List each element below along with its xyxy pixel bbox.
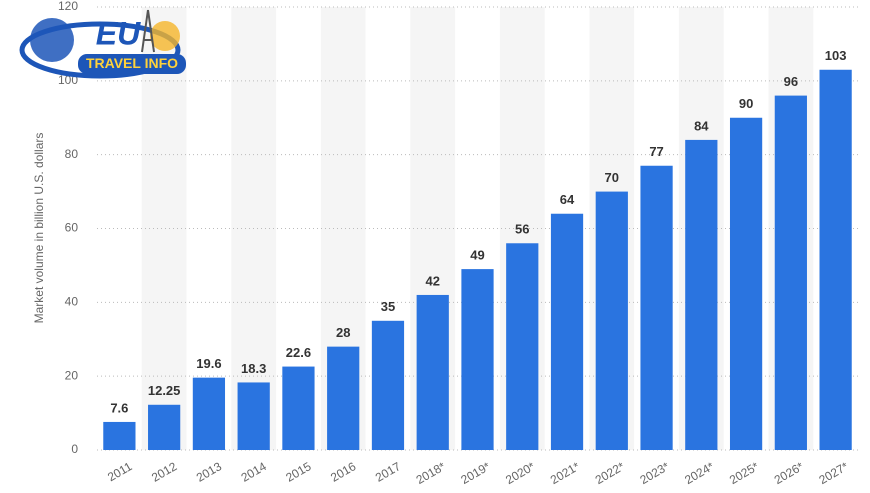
logo-swoosh	[19, 21, 181, 79]
logo-main: EU	[96, 15, 141, 51]
bar	[282, 366, 315, 450]
logo-sub: TRAVEL INFO	[86, 55, 178, 71]
x-tick-label: 2014	[239, 459, 269, 485]
value-label: 56	[515, 222, 529, 237]
bar	[506, 243, 539, 450]
x-tick-label: 2025*	[727, 459, 761, 487]
value-label: 18.3	[241, 361, 266, 376]
x-tick-label: 2011	[105, 459, 135, 484]
value-label: 22.6	[286, 345, 311, 360]
value-label: 19.6	[196, 356, 221, 371]
bar	[461, 269, 494, 450]
bar	[371, 320, 405, 450]
x-tick-label: 2019*	[458, 459, 492, 487]
value-label: 70	[605, 170, 619, 185]
logo-pill	[78, 54, 186, 74]
y-tick-label: 60	[65, 221, 79, 235]
y-tick-label: 120	[58, 0, 78, 13]
x-tick-label: 2018*	[414, 459, 448, 487]
logo: EU TRAVEL INFO	[19, 9, 186, 79]
x-tick-label: 2021*	[548, 459, 582, 487]
value-label: 35	[381, 299, 395, 314]
logo-globe	[30, 18, 74, 62]
x-tick-label: 2027*	[817, 459, 851, 487]
bar	[327, 346, 360, 450]
y-tick-label: 20	[65, 368, 79, 382]
y-tick-label: 40	[65, 295, 79, 309]
x-tick-label: 2022*	[593, 459, 627, 487]
bar	[774, 95, 807, 450]
value-label: 42	[426, 273, 440, 288]
y-tick-label: 80	[65, 147, 79, 161]
value-label: 103	[825, 48, 847, 63]
x-tick-label: 2020*	[503, 459, 537, 487]
value-label: 7.6	[110, 400, 128, 415]
logo-tower	[141, 9, 155, 53]
bar	[685, 139, 718, 450]
value-label: 28	[336, 325, 350, 340]
value-label: 64	[560, 192, 575, 207]
value-label: 12.25	[148, 383, 181, 398]
x-tick-label: 2024*	[682, 459, 716, 487]
value-label: 77	[649, 144, 663, 159]
x-tick-label: 2023*	[637, 459, 671, 487]
bar	[103, 421, 136, 450]
value-label: 49	[470, 248, 484, 263]
bar	[595, 191, 628, 451]
y-axis-title: Market volume in billion U.S. dollars	[32, 133, 46, 324]
value-label: 90	[739, 96, 753, 111]
bar	[729, 117, 763, 450]
plot-area: 0204060801001207.6201112.25201219.620131…	[58, 0, 858, 487]
x-tick-label: 2016	[328, 459, 358, 485]
bar	[148, 404, 181, 450]
bar	[819, 69, 852, 450]
x-tick-label: 2015	[283, 459, 313, 485]
x-tick-label: 2026*	[772, 459, 806, 487]
logo-sun	[150, 21, 180, 51]
x-tick-label: 2013	[194, 459, 224, 485]
value-label: 96	[784, 74, 798, 89]
bar	[237, 382, 270, 450]
value-label: 84	[694, 118, 709, 133]
x-tick-label: 2017	[373, 459, 403, 485]
bar	[550, 213, 584, 450]
bar	[416, 294, 449, 450]
bar	[192, 377, 226, 450]
y-tick-label: 0	[71, 442, 78, 456]
x-tick-label: 2012	[149, 459, 179, 485]
bar	[640, 165, 673, 450]
